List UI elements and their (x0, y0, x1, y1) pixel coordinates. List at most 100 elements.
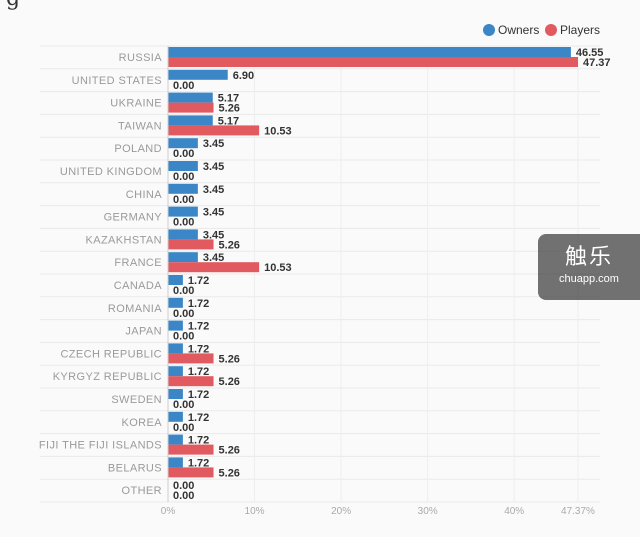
players-value-label: 0.00 (173, 171, 194, 183)
x-tick-label: 20% (331, 506, 351, 517)
owners-bar (168, 457, 183, 468)
players-value-label: 0.00 (173, 80, 194, 92)
owners-value-label: 1.72 (188, 412, 209, 424)
category-label: UNITED KINGDOM (60, 166, 162, 178)
owners-bar (168, 183, 198, 194)
category-label: UKRAINE (110, 98, 162, 110)
players-value-label: 0.00 (173, 490, 194, 502)
players-bar (168, 444, 214, 455)
owners-value-label: 1.72 (188, 457, 209, 469)
owners-bar (168, 138, 198, 149)
players-value-label: 5.26 (219, 445, 240, 457)
watermark-title: 触乐 (564, 244, 613, 269)
category-label: BELARUS (108, 462, 162, 474)
category-label: RUSSIA (119, 52, 163, 64)
owners-value-label: 1.72 (188, 343, 209, 355)
players-bar (168, 353, 214, 364)
owners-bar (168, 229, 198, 240)
owners-bar (168, 115, 213, 126)
owners-value-label: 6.90 (233, 70, 254, 82)
category-label: SWEDEN (111, 394, 162, 406)
legend-owners-label: Owners (498, 23, 539, 37)
legend-players-marker (545, 24, 557, 36)
players-bar (168, 125, 260, 136)
category-label: FIJI THE FIJI ISLANDS (39, 440, 162, 452)
owners-value-label: 1.72 (188, 389, 209, 401)
owners-value-label: 3.45 (203, 207, 224, 219)
title-fragment: g (6, 0, 20, 11)
players-bar (168, 57, 578, 67)
x-tick-label: 30% (418, 506, 438, 517)
players-value-label: 0.00 (173, 217, 194, 229)
owners-value-label: 46.55 (576, 47, 604, 59)
owners-value-label: 3.45 (203, 184, 224, 196)
players-bar (168, 239, 214, 250)
players-value-label: 5.26 (219, 376, 240, 388)
x-tick-label: 10% (245, 506, 265, 517)
owners-bar (168, 92, 213, 103)
owners-bar (168, 411, 183, 422)
owners-value-label: 1.72 (188, 298, 209, 310)
owners-bar (168, 366, 183, 377)
chuapp-watermark: 触乐 chuapp.com (538, 234, 640, 300)
owners-value-label: 0.00 (173, 480, 194, 492)
category-label: OTHER (122, 485, 163, 497)
players-bar (168, 102, 214, 113)
category-label: FRANCE (114, 257, 162, 269)
category-label: KOREA (121, 417, 162, 429)
owners-value-label: 3.45 (203, 161, 224, 173)
category-label: CANADA (114, 280, 163, 292)
category-label: GERMANY (104, 212, 163, 224)
owners-bar (168, 69, 228, 80)
category-label: ROMANIA (108, 303, 162, 315)
players-value-label: 47.37 (583, 57, 611, 69)
owners-bar (168, 252, 198, 263)
players-bar (168, 376, 214, 387)
players-value-label: 0.00 (173, 422, 194, 434)
players-value-label: 5.26 (219, 467, 240, 479)
category-label: KAZAKHSTAN (85, 234, 162, 246)
owners-value-label: 1.72 (188, 275, 209, 287)
category-label: CZECH REPUBLIC (60, 348, 162, 360)
players-value-label: 5.26 (219, 239, 240, 251)
x-tick-label: 47.37% (561, 506, 595, 517)
category-label: JAPAN (125, 326, 162, 338)
owners-value-label: 5.17 (218, 115, 239, 127)
owners-value-label: 3.45 (203, 229, 224, 241)
players-value-label: 0.00 (173, 148, 194, 160)
owners-value-label: 1.72 (188, 366, 209, 378)
players-value-label: 5.26 (219, 353, 240, 365)
players-value-label: 0.00 (173, 194, 194, 206)
players-value-label: 0.00 (173, 308, 194, 320)
owners-value-label: 1.72 (188, 321, 209, 333)
owners-bar (168, 343, 183, 354)
watermark-url: chuapp.com (559, 273, 619, 285)
owners-value-label: 3.45 (203, 138, 224, 150)
players-value-label: 0.00 (173, 331, 194, 343)
players-value-label: 0.00 (173, 285, 194, 297)
owners-bar (168, 161, 198, 171)
owners-bar (168, 297, 183, 308)
players-bar (168, 467, 214, 478)
category-label: POLAND (114, 143, 162, 155)
owners-bar (168, 206, 198, 217)
owners-bar (168, 434, 183, 445)
players-value-label: 10.53 (264, 262, 292, 274)
category-label: UNITED STATES (72, 75, 162, 87)
players-bar (168, 262, 260, 273)
owners-value-label: 1.72 (188, 435, 209, 447)
x-tick-label: 40% (504, 506, 524, 517)
owners-bar (168, 320, 183, 331)
owners-bar (168, 389, 183, 399)
owners-bar (168, 275, 183, 285)
owners-value-label: 3.45 (203, 252, 224, 264)
category-label: CHINA (126, 189, 162, 201)
x-tick-label: 0% (161, 506, 176, 517)
players-value-label: 5.26 (219, 103, 240, 115)
category-label: TAIWAN (118, 120, 162, 132)
owners-bar (168, 47, 571, 57)
legend-owners-marker (483, 24, 495, 36)
category-label: KYRGYZ REPUBLIC (53, 371, 162, 383)
